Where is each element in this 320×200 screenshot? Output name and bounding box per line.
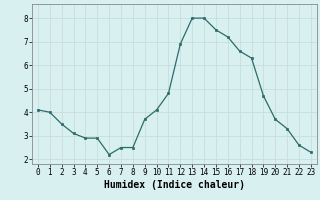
X-axis label: Humidex (Indice chaleur): Humidex (Indice chaleur) [104,180,245,190]
